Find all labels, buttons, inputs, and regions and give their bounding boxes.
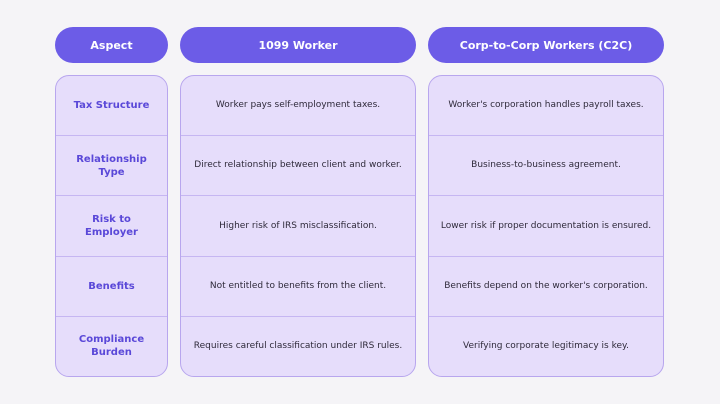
row-label: Relationship Type: [56, 135, 167, 195]
row-label: Benefits: [56, 255, 167, 316]
cell-text: Requires careful classification under IR…: [181, 315, 415, 376]
column-panel: Worker pays self-employment taxes. Direct…: [180, 75, 416, 377]
cell-text: Lower risk if proper documentation is en…: [429, 195, 663, 255]
column-panel: Tax Structure Relationship Type Risk to Em…: [55, 75, 168, 377]
cell-text: Not entitled to benefits from the client…: [181, 255, 415, 316]
column-header: 1099 Worker: [180, 27, 416, 63]
cell-text: Business-to-business agreement.: [429, 135, 663, 195]
column-header: Corp-to-Corp Workers (C2C): [428, 27, 664, 63]
cell-text: Benefits depend on the worker's corporat…: [429, 255, 663, 316]
cell-text: Worker pays self-employment taxes.: [215, 100, 381, 111]
column-panel: Worker's corporation handles payroll tax…: [428, 75, 664, 377]
cell-text: Verifying corporate legitimacy is key.: [429, 315, 663, 376]
row-label: Tax Structure: [73, 100, 150, 112]
row-label: Compliance Burden: [56, 315, 167, 376]
cell-text: Direct relationship between client and w…: [181, 135, 415, 195]
cell-text: Worker's corporation handles payroll tax…: [448, 100, 644, 111]
row-label: Risk to Employer: [56, 195, 167, 255]
cell-text: Higher risk of IRS misclassification.: [181, 195, 415, 255]
column-header: Aspect: [55, 27, 168, 63]
